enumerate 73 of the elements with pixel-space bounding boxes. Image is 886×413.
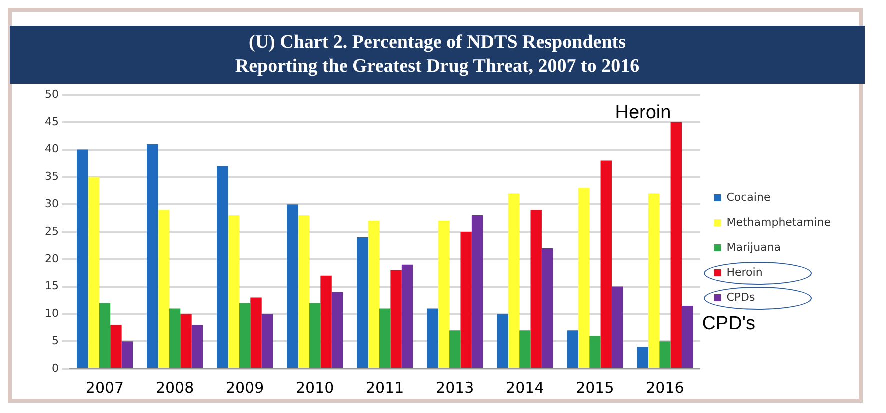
- y-tick-label: 15: [44, 280, 59, 293]
- bar: [497, 314, 508, 368]
- y-tick-label: 50: [44, 88, 59, 101]
- chart-title: (U) Chart 2. Percentage of NDTS Respondents Reporting the Greatest Drug Threat, 2007 to 2016: [10, 26, 865, 84]
- bar: [390, 270, 402, 368]
- bar: [77, 150, 88, 368]
- bar: [122, 342, 134, 368]
- bar: [158, 210, 170, 368]
- bar: [169, 308, 181, 368]
- legend-label: Methamphetamine: [726, 216, 832, 229]
- bar: [600, 160, 612, 368]
- x-tick-label: 2013: [436, 378, 474, 397]
- bar: [567, 330, 578, 368]
- annotation: Heroin: [615, 102, 672, 124]
- bar: [402, 264, 414, 368]
- bar: [192, 325, 204, 368]
- bar: [450, 330, 461, 368]
- bar: [287, 204, 298, 368]
- x-tick-label: 2007: [86, 378, 124, 397]
- y-tick-label: 40: [44, 142, 59, 156]
- y-tick-label: 35: [44, 170, 59, 184]
- legend-label: Heroin: [726, 266, 763, 279]
- bar: [660, 342, 671, 368]
- legend-label: CPDs: [726, 290, 756, 304]
- bar: [520, 330, 531, 368]
- bar: [262, 314, 274, 368]
- bar: [88, 177, 100, 368]
- bar: [99, 303, 111, 368]
- bar: [508, 194, 520, 368]
- y-tick-label: 5: [52, 334, 59, 348]
- bar: [612, 286, 624, 368]
- bar: [472, 216, 484, 368]
- x-tick-label: 2011: [366, 378, 404, 397]
- x-tick-label: 2014: [506, 378, 544, 397]
- legend-label: Marijuana: [726, 240, 782, 254]
- bar: [250, 298, 262, 368]
- bar: [590, 336, 601, 368]
- bar: [670, 122, 682, 368]
- bar: [542, 248, 554, 368]
- y-tick-label: 30: [44, 197, 59, 210]
- y-tick-label: 0: [52, 362, 59, 375]
- x-tick-label: 2009: [226, 378, 264, 397]
- bar: [147, 144, 158, 368]
- bar: [239, 303, 251, 368]
- bar: [357, 237, 368, 368]
- x-tick-label: 2015: [576, 378, 614, 397]
- bar: [228, 216, 240, 368]
- text: CPD's: [702, 314, 756, 335]
- y-tick-label: 10: [44, 307, 59, 320]
- y-tick-label: 25: [44, 224, 59, 238]
- bar: [217, 166, 228, 368]
- bar: [682, 306, 694, 368]
- x-tick-label: 2008: [156, 378, 194, 397]
- y-tick-label: 20: [44, 252, 59, 266]
- bar: [320, 276, 332, 368]
- bar: [438, 221, 450, 368]
- bar: [648, 194, 660, 368]
- bar: [637, 347, 648, 368]
- bar: [578, 188, 590, 368]
- bar: [298, 216, 310, 368]
- bar: [110, 325, 122, 368]
- bar: [380, 308, 391, 368]
- x-tick-label: 2016: [646, 378, 684, 397]
- bar: [530, 210, 542, 368]
- bar: [368, 221, 380, 368]
- bar: [332, 292, 344, 368]
- bar: [309, 303, 321, 368]
- y-tick-label: 45: [44, 115, 59, 128]
- bar: [460, 232, 472, 368]
- x-tick-label: 2010: [296, 378, 334, 397]
- legend-label: Cocaine: [726, 190, 771, 204]
- bar: [427, 308, 438, 368]
- bar: [180, 314, 192, 368]
